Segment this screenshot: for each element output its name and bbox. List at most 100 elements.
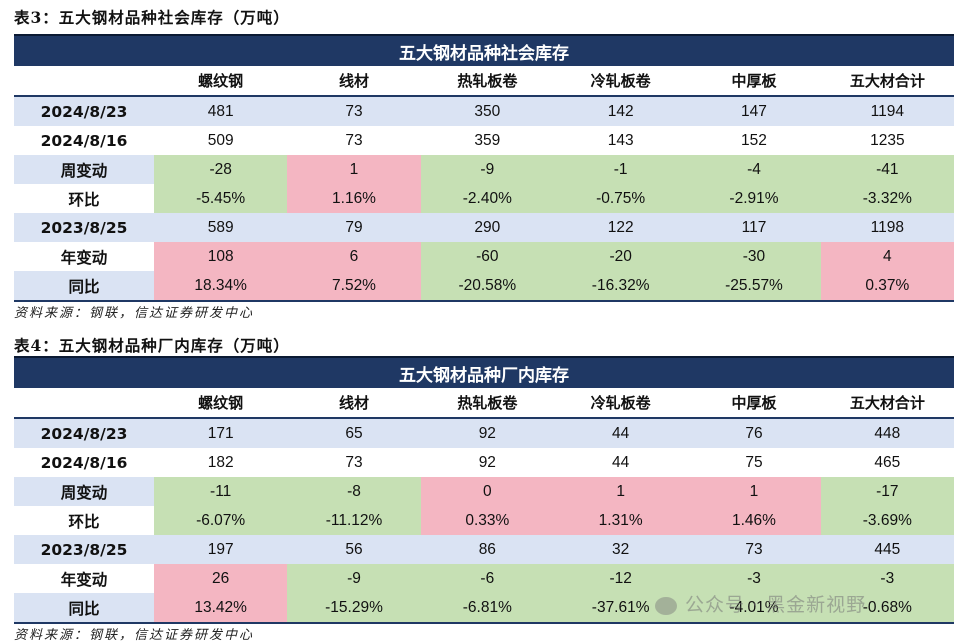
column-header: 线材	[287, 66, 421, 97]
column-header: 冷轧板卷	[553, 66, 688, 97]
table4-factory-inventory: 五大钢材品种厂内库存 螺纹钢 线材 热轧板卷 冷轧板卷 中厚板 五大材合计 2024/8/2…	[14, 356, 954, 624]
table-row: 2023/8/25 589 79 290 122 117 1198	[14, 213, 954, 242]
row-label: 周变动	[14, 477, 154, 506]
table-cell: 1.46%	[687, 506, 821, 535]
table-cell: 1.31%	[553, 506, 688, 535]
table-cell: -2.40%	[420, 184, 554, 213]
table-cell: 79	[287, 213, 421, 242]
table-cell: 32	[553, 535, 688, 564]
row-label: 2024/8/23	[14, 418, 154, 448]
table-cell: -8	[287, 477, 421, 506]
table-cell: 7.52%	[287, 271, 421, 302]
table-cell: 1235	[820, 126, 954, 155]
table-cell: 197	[154, 535, 288, 564]
row-label: 2024/8/23	[14, 96, 154, 126]
table-cell: -15.29%	[287, 593, 421, 624]
column-header: 冷轧板卷	[553, 388, 688, 419]
table-cell: 465	[820, 448, 954, 477]
row-label: 2023/8/25	[14, 213, 154, 242]
table-cell: -0.68%	[820, 593, 954, 624]
column-header: 螺纹钢	[154, 388, 288, 419]
table-cell: -12	[553, 564, 688, 593]
table-header-row: 螺纹钢 线材 热轧板卷 冷轧板卷 中厚板 五大材合计	[14, 388, 954, 419]
table3-title: 五大钢材品种社会库存	[14, 34, 954, 66]
row-label: 2024/8/16	[14, 126, 154, 155]
table-cell: 350	[420, 96, 554, 126]
table-cell: 44	[553, 448, 688, 477]
table-row: 环比 -5.45% 1.16% -2.40% -0.75% -2.91% -3.32%	[14, 184, 954, 213]
table-cell: -0.75%	[553, 184, 688, 213]
table-cell: 18.34%	[154, 271, 288, 302]
table4-caption: 表4：五大钢材品种厂内库存（万吨）	[14, 336, 290, 355]
table-cell: -1	[553, 155, 688, 184]
row-label: 周变动	[14, 155, 154, 184]
table-cell: -37.61%	[553, 593, 688, 624]
table-row: 同比 18.34% 7.52% -20.58% -16.32% -25.57% 0.37%	[14, 271, 954, 302]
table-cell: -3.69%	[820, 506, 954, 535]
column-header: 热轧板卷	[420, 66, 554, 97]
table-row: 2023/8/25 197 56 86 32 73 445	[14, 535, 954, 564]
table-cell: -6.07%	[154, 506, 288, 535]
table-cell: 86	[420, 535, 554, 564]
table-cell: -25.57%	[687, 271, 821, 302]
row-label: 2023/8/25	[14, 535, 154, 564]
watermark-text: 公众号 · 黑金新视野	[685, 594, 867, 616]
table-row: 年变动 108 6 -60 -20 -30 4	[14, 242, 954, 271]
column-header: 中厚板	[687, 388, 821, 419]
table-cell: 92	[420, 418, 554, 448]
table-cell: 56	[287, 535, 421, 564]
table-cell: 448	[820, 418, 954, 448]
table-cell: 481	[154, 96, 288, 126]
table-cell: 73	[287, 126, 421, 155]
table-cell: -6	[420, 564, 554, 593]
table-cell: 589	[154, 213, 288, 242]
table-cell: -60	[420, 242, 554, 271]
table-cell: 65	[287, 418, 421, 448]
table-row: 环比 -6.07% -11.12% 0.33% 1.31% 1.46% -3.69%	[14, 506, 954, 535]
table-row: 2024/8/23 171 65 92 44 76 448	[14, 418, 954, 448]
table-cell: 108	[154, 242, 288, 271]
table-row: 同比 13.42% -15.29% -6.81% -37.61% -4.01% -0.68%	[14, 593, 954, 624]
row-label: 2024/8/16	[14, 448, 154, 477]
table-cell: -30	[687, 242, 821, 271]
table-cell: 1	[287, 155, 421, 184]
table3-social-inventory: 五大钢材品种社会库存 螺纹钢 线材 热轧板卷 冷轧板卷 中厚板 五大材合计 2024/8/2…	[14, 34, 954, 302]
row-label: 环比	[14, 184, 154, 213]
table-cell: 152	[687, 126, 821, 155]
table-cell: 75	[687, 448, 821, 477]
table-cell: 0.37%	[820, 271, 954, 302]
table-cell: 1	[687, 477, 821, 506]
table-cell: 76	[687, 418, 821, 448]
column-header: 螺纹钢	[154, 66, 288, 97]
table-row: 2024/8/16 182 73 92 44 75 465	[14, 448, 954, 477]
table-cell: 0.33%	[420, 506, 554, 535]
table-cell: -17	[820, 477, 954, 506]
table4-source-note: 资料来源：钢联，信达证券研发中心	[14, 628, 255, 643]
table-cell: 44	[553, 418, 688, 448]
table-cell: 143	[553, 126, 688, 155]
table-cell: -11	[154, 477, 288, 506]
table-cell: -3	[820, 564, 954, 593]
table-cell: 6	[287, 242, 421, 271]
column-header: 五大材合计	[820, 66, 954, 97]
table-cell: 1	[553, 477, 688, 506]
table3-caption: 表3：五大钢材品种社会库存（万吨）	[14, 8, 290, 27]
table-cell: -9	[287, 564, 421, 593]
table-cell: -4.01%	[687, 593, 821, 624]
table-cell: -9	[420, 155, 554, 184]
table-cell: 13.42%	[154, 593, 288, 624]
column-header: 线材	[287, 388, 421, 419]
table-cell: 359	[420, 126, 554, 155]
table-cell: -20.58%	[420, 271, 554, 302]
table-cell: 92	[420, 448, 554, 477]
table-cell: -28	[154, 155, 288, 184]
column-header: 五大材合计	[820, 388, 954, 419]
table-cell: 73	[287, 96, 421, 126]
watermark: 公众号 · 黑金新视野	[655, 590, 866, 617]
table-cell: 147	[687, 96, 821, 126]
row-label: 环比	[14, 506, 154, 535]
table-cell: 142	[553, 96, 688, 126]
table-cell: 171	[154, 418, 288, 448]
table-cell: -5.45%	[154, 184, 288, 213]
table-cell: -41	[820, 155, 954, 184]
